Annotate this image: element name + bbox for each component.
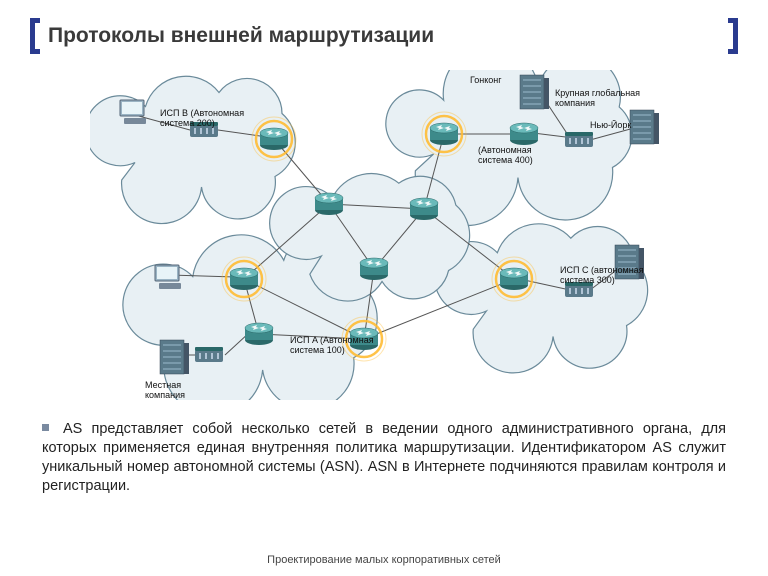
body-paragraph: AS представляет собой несколько сетей в …: [42, 420, 726, 497]
node-label: ИСП A (Автономная система 100): [290, 335, 390, 375]
router-icon: [245, 323, 273, 345]
footer-text: Проектирование малых корпоративных сетей: [0, 554, 768, 566]
server-icon: [160, 340, 189, 374]
node-label: ИСП C (автономная система 300): [560, 265, 660, 305]
title-bar: Протоколы внешней маршрутизации: [30, 18, 738, 54]
bracket-right-icon: [728, 18, 738, 54]
router-icon: [510, 123, 538, 145]
node-label: (Автономная система 400): [478, 145, 558, 185]
node-label: ИСП B (Автономная система 200): [160, 108, 270, 148]
body-text: AS представляет собой несколько сетей в …: [42, 421, 726, 494]
bracket-left-icon: [30, 18, 40, 54]
cloud-c200: [90, 76, 295, 223]
router-icon: [410, 198, 438, 220]
bullet-icon: [42, 424, 49, 431]
page-title: Протоколы внешней маршрутизации: [48, 24, 434, 48]
node-label: Нью-Йорк: [590, 120, 680, 160]
router-icon: [315, 193, 343, 215]
switch-icon: [195, 347, 223, 362]
node-label: Местная компания: [145, 380, 205, 400]
network-diagram: ИСП B (Автономная система 200)ГонконгКру…: [90, 70, 680, 400]
router-icon: [360, 258, 388, 280]
switch-icon: [565, 132, 593, 147]
